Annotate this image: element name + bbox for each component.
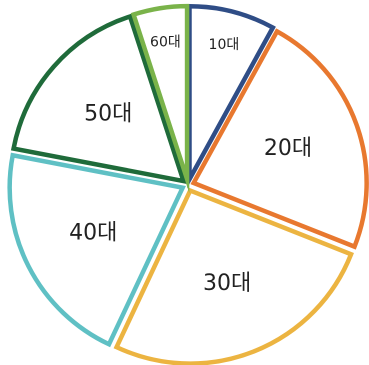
- pie-slice-6: [130, 3, 190, 194]
- slice-label-2: 20대: [264, 136, 312, 161]
- slice-label-6: 60대: [150, 34, 181, 50]
- slice-label-5: 50대: [84, 102, 132, 127]
- pie-slice-3: [113, 187, 354, 365]
- pie-slice-1: [187, 3, 276, 188]
- pie-slices: [7, 3, 369, 365]
- pie-labels: 10대 20대 30대 40대 50대 60대: [69, 34, 312, 295]
- slice-label-1: 10대: [209, 37, 240, 53]
- slice-label-3: 30대: [203, 271, 251, 296]
- pie-slice-4: [7, 152, 186, 348]
- slice-label-4: 40대: [69, 220, 117, 245]
- pie-slice-5: [10, 13, 187, 184]
- pie-slice-2: [190, 28, 369, 250]
